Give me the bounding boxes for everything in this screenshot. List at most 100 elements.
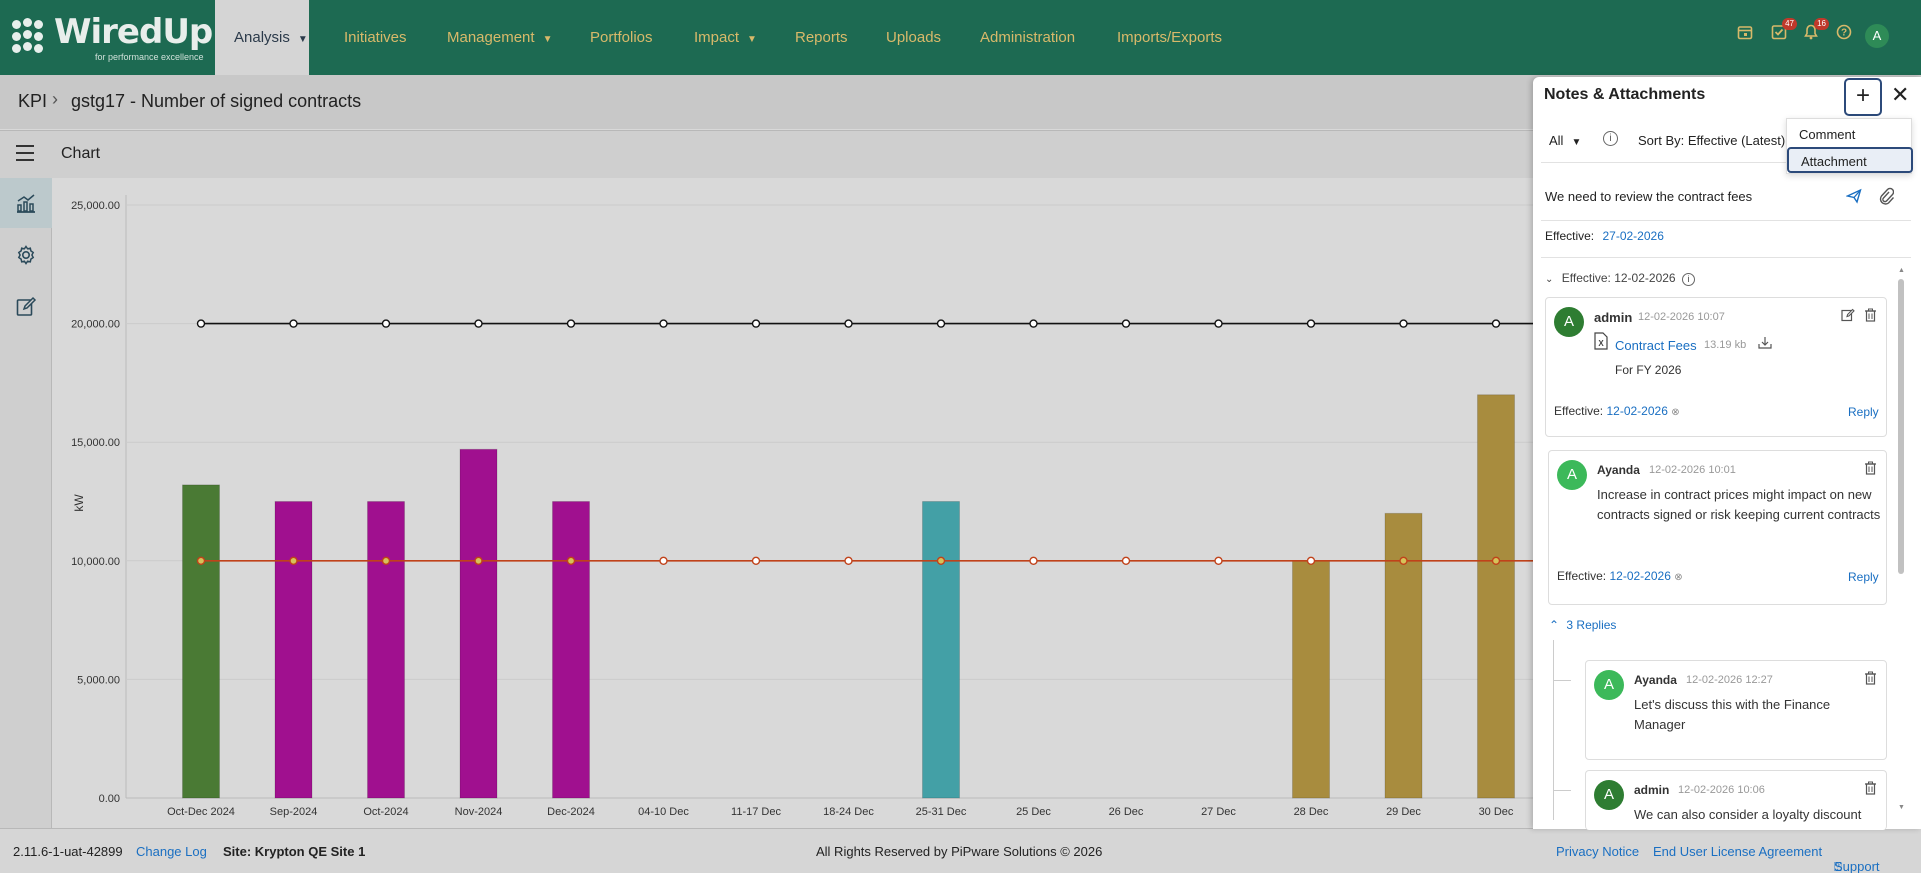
divider	[1541, 257, 1911, 258]
calendar-icon[interactable]	[1733, 24, 1757, 48]
breadcrumb-root[interactable]: KPI	[18, 91, 48, 111]
note-effective-date[interactable]: 12-02-2026	[1606, 404, 1668, 418]
tasks-icon[interactable]: 47	[1767, 18, 1797, 48]
x-tick-label: 25 Dec	[1016, 806, 1051, 818]
nav-administration[interactable]: Administration	[980, 29, 1076, 46]
chart-view-button[interactable]	[0, 178, 52, 228]
nav-imports-exports[interactable]: Imports/Exports	[1117, 29, 1223, 46]
clear-icon[interactable]: ⊗	[1674, 572, 1683, 583]
nav-analysis[interactable]: Analysis ▼	[215, 0, 309, 75]
series-point	[1214, 556, 1223, 565]
note-input[interactable]: We need to review the contract fees	[1545, 189, 1753, 204]
reply-text: Let's discuss this with the Finance Mana…	[1634, 697, 1831, 732]
changelog-link[interactable]: Change Log	[136, 844, 207, 859]
menu-icon[interactable]	[16, 145, 34, 161]
nav-portfolios[interactable]: Portfolios	[590, 29, 653, 46]
series-point	[659, 319, 668, 328]
series-point	[1029, 556, 1038, 565]
sort-select[interactable]: Sort By: Effective (Latest)	[1638, 133, 1786, 148]
x-tick-label: 11-17 Dec	[731, 806, 781, 818]
y-tick-label: 5,000.00	[77, 674, 120, 686]
add-menu: Comment Attachment	[1786, 118, 1913, 174]
bar	[367, 501, 405, 799]
menu-item-attachment[interactable]: Attachment	[1787, 147, 1913, 173]
note-effective-date[interactable]: 12-02-2026	[1609, 569, 1671, 583]
bar	[1292, 560, 1330, 799]
series-point	[289, 319, 298, 328]
reply-button[interactable]: Reply	[1848, 405, 1879, 419]
series-point	[1306, 556, 1316, 565]
note-effective: Effective: 12-02-2026 ⊗	[1557, 566, 1683, 588]
user-avatar[interactable]: A	[1865, 24, 1889, 48]
series-point	[1491, 556, 1501, 565]
logo-tagline: for performance excellence	[95, 52, 204, 62]
reply-button[interactable]: Reply	[1848, 570, 1879, 584]
x-tick-label: Oct-2024	[363, 806, 408, 818]
attachment-link[interactable]: Contract Fees	[1615, 338, 1697, 353]
nav-uploads[interactable]: Uploads	[886, 29, 942, 46]
eula-link[interactable]: End User License Agreement	[1653, 844, 1823, 859]
series-point	[1121, 556, 1131, 565]
top-navbar: WiredUp for performance excellence Analy…	[0, 0, 1921, 75]
x-tick-label: 25-31 Dec	[916, 806, 967, 818]
reply-card: A admin 12-02-2026 10:06 We can also con…	[1585, 770, 1887, 830]
logo-dots-icon	[12, 18, 52, 58]
series-point	[381, 319, 391, 328]
add-note-button[interactable]: +	[1844, 78, 1882, 116]
scroll-down-icon[interactable]: ▼	[1898, 804, 1905, 811]
x-tick-label: 04-10 Dec	[638, 806, 689, 818]
trash-icon[interactable]	[1864, 671, 1877, 690]
edit-icon[interactable]	[1841, 308, 1855, 327]
x-tick-label: 30 Dec	[1479, 806, 1514, 818]
trash-icon[interactable]	[1864, 461, 1877, 480]
series-point	[936, 556, 946, 565]
series-point	[1491, 319, 1501, 328]
scrollbar-thumb[interactable]	[1898, 279, 1904, 574]
settings-button[interactable]	[0, 230, 52, 280]
download-icon[interactable]	[1758, 336, 1772, 354]
x-tick-label: 26 Dec	[1109, 806, 1144, 818]
x-tick-label: 28 Dec	[1294, 806, 1329, 818]
series-point	[566, 556, 576, 565]
trash-icon[interactable]	[1864, 308, 1877, 327]
info-icon[interactable]: i	[1681, 273, 1695, 286]
draft-effective-date[interactable]: 27-02-2026	[1602, 229, 1664, 243]
paperclip-icon[interactable]	[1878, 187, 1895, 210]
series-point	[1029, 319, 1038, 328]
chevron-down-icon: ▼	[297, 34, 308, 45]
nav-reports[interactable]: Reports	[795, 29, 848, 46]
trash-icon[interactable]	[1864, 781, 1877, 800]
wiredup-logo[interactable]: WiredUp for performance excellence	[10, 12, 213, 62]
close-icon[interactable]: ✕	[1891, 82, 1910, 107]
nav-management[interactable]: Management ▼	[447, 0, 552, 75]
user-avatar-initial: A	[1865, 24, 1889, 48]
support-label: Support	[1834, 859, 1880, 873]
send-icon[interactable]	[1845, 188, 1862, 209]
bell-icon[interactable]: 16	[1799, 18, 1829, 48]
nav-analysis-label: Analysis	[234, 29, 290, 46]
avatar: A	[1557, 460, 1587, 490]
edit-button[interactable]	[0, 282, 52, 332]
plus-icon: +	[1855, 82, 1870, 109]
menu-item-comment[interactable]: Comment	[1799, 127, 1856, 142]
help-icon[interactable]: ?	[1832, 24, 1856, 48]
info-icon[interactable]: i	[1603, 131, 1618, 146]
series-point	[381, 556, 391, 565]
series-point	[936, 319, 946, 328]
filter-select[interactable]: All ▼	[1549, 133, 1581, 148]
bar	[182, 484, 220, 799]
effective-label: Effective:	[1545, 229, 1595, 243]
logo-text: WiredUp	[54, 12, 213, 52]
nav-impact[interactable]: Impact ▼	[694, 0, 757, 75]
scrollbar[interactable]: ▲ ▼	[1897, 267, 1905, 817]
avatar: A	[1554, 307, 1584, 337]
kpi-chart: 0.00 5,000.00 10,000.00 15,000.00 20,000.00 2…	[71, 195, 1533, 818]
clear-icon[interactable]: ⊗	[1671, 407, 1680, 418]
privacy-link[interactable]: Privacy Notice	[1556, 844, 1640, 859]
scroll-up-icon[interactable]: ▲	[1898, 267, 1905, 274]
series-point	[566, 319, 576, 328]
series-point	[751, 556, 761, 565]
nav-initiatives[interactable]: Initiatives	[344, 29, 407, 46]
replies-toggle[interactable]: ⌃ 3 Replies	[1549, 618, 1616, 632]
effective-group-header[interactable]: ⌄ Effective: 12-02-2026 i	[1545, 271, 1695, 286]
